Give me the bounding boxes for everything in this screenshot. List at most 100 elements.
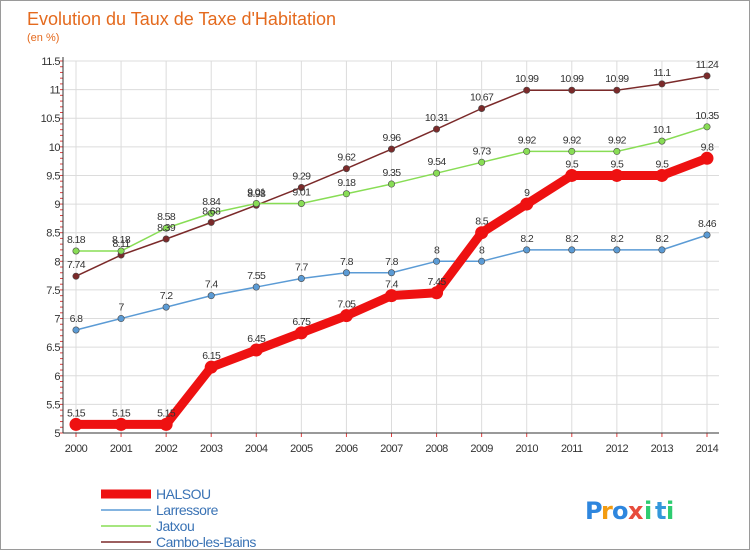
data-labels: 5.15 5.15 5.15 6.15 6.45 6.75 7.05 7.4 7.45 8.5 9 9…: [67, 59, 720, 420]
data-label: 10.99: [515, 73, 539, 85]
legend-label: HALSOU: [156, 486, 211, 502]
proxiti-logo: Pr o x i t i: [585, 497, 674, 525]
data-point: [297, 183, 305, 191]
legend-label: Larressore: [156, 502, 219, 518]
data-label: 8.58: [157, 211, 176, 223]
data-point: [207, 209, 215, 217]
data-point: [568, 86, 576, 94]
data-point: [568, 147, 576, 155]
data-point: [703, 231, 711, 239]
data-point: [162, 235, 170, 243]
data-label: 8.2: [565, 233, 579, 245]
data-point: [72, 326, 80, 334]
data-label: 7.2: [160, 290, 174, 302]
data-point: [568, 246, 576, 254]
logo-letter: P: [585, 497, 603, 525]
data-label: 10.99: [605, 73, 629, 85]
data-label: 9.54: [428, 156, 447, 168]
data-point: [433, 125, 441, 133]
data-point: [252, 200, 260, 208]
data-point: [703, 72, 711, 80]
data-point: [159, 417, 173, 431]
data-point: [385, 289, 398, 303]
data-point: [207, 218, 215, 226]
data-label: 10.35: [695, 110, 719, 122]
data-label: 8.84: [202, 196, 221, 208]
data-point: [613, 147, 621, 155]
logo-letter: i: [644, 497, 652, 525]
data-point: [478, 158, 486, 166]
y-tick-label: 11.5: [41, 56, 60, 68]
data-point: [613, 86, 621, 94]
data-point: [117, 315, 125, 323]
data-label: 7.45: [428, 276, 447, 288]
data-label: 8.68: [202, 205, 221, 217]
logo-letter: t: [655, 497, 666, 525]
data-label: 9.5: [565, 158, 579, 170]
data-label: 9.92: [518, 134, 537, 146]
x-tick-label: 2007: [380, 443, 403, 455]
y-tick-label: 10: [49, 142, 61, 154]
data-label: 9.29: [292, 170, 311, 182]
data-point: [342, 190, 350, 198]
data-label: 7.4: [385, 279, 399, 291]
data-point: [342, 269, 350, 277]
data-label: 6.75: [292, 316, 311, 328]
data-label: 7.4: [205, 279, 219, 291]
data-point: [433, 169, 441, 177]
data-point: [72, 247, 80, 255]
data-label: 11.1: [653, 67, 671, 79]
data-point: [72, 272, 80, 280]
x-tick-label: 2012: [606, 443, 629, 455]
data-point: [610, 168, 624, 182]
data-point: [117, 247, 125, 255]
data-label: 8.2: [520, 233, 534, 245]
data-label: 9.96: [382, 132, 401, 144]
y-tick-label: 10.5: [41, 113, 61, 125]
data-label: 8: [479, 244, 485, 256]
y-tick-label: 6: [54, 371, 60, 383]
y-tick-label: 7: [54, 314, 60, 326]
data-point: [658, 80, 666, 88]
x-tick-label: 2003: [200, 443, 223, 455]
data-label: 8.5: [475, 216, 489, 228]
y-tick-label: 8: [54, 256, 60, 268]
x-tick-label: 2005: [290, 443, 313, 455]
data-label: 9.01: [247, 187, 266, 199]
data-point: [658, 246, 666, 254]
data-label: 8.46: [698, 218, 717, 230]
data-label: 10.31: [425, 112, 449, 124]
data-point: [339, 309, 353, 323]
x-tick-label: 2002: [155, 443, 178, 455]
data-point: [204, 360, 218, 374]
data-point: [433, 257, 441, 265]
data-label: 9.35: [382, 167, 401, 179]
data-point: [523, 147, 531, 155]
data-label: 8.2: [610, 233, 624, 245]
legend-label: Cambo-les-Bains: [156, 534, 256, 549]
x-tick-label: 2009: [470, 443, 493, 455]
data-point: [252, 283, 260, 291]
data-label: 8.98: [247, 188, 266, 200]
data-label: 9.62: [337, 152, 356, 164]
data-point: [613, 246, 621, 254]
data-point: [342, 165, 350, 173]
data-label: 9: [524, 187, 530, 199]
data-label: 8.18: [112, 234, 131, 246]
logo-letter: i: [666, 497, 674, 525]
data-point: [658, 137, 666, 145]
data-label: 7.55: [247, 270, 266, 282]
data-label: 5.15: [67, 407, 86, 419]
data-point: [207, 292, 215, 300]
data-label: 7.05: [337, 299, 356, 311]
data-label: 8.18: [67, 234, 86, 246]
logo-letter: o: [612, 497, 629, 525]
data-label: 7.8: [385, 256, 399, 268]
data-label: 8.11: [112, 238, 130, 250]
data-label: 9.01: [292, 187, 311, 199]
y-tick-label: 9.5: [46, 170, 60, 182]
grid: [63, 60, 719, 434]
